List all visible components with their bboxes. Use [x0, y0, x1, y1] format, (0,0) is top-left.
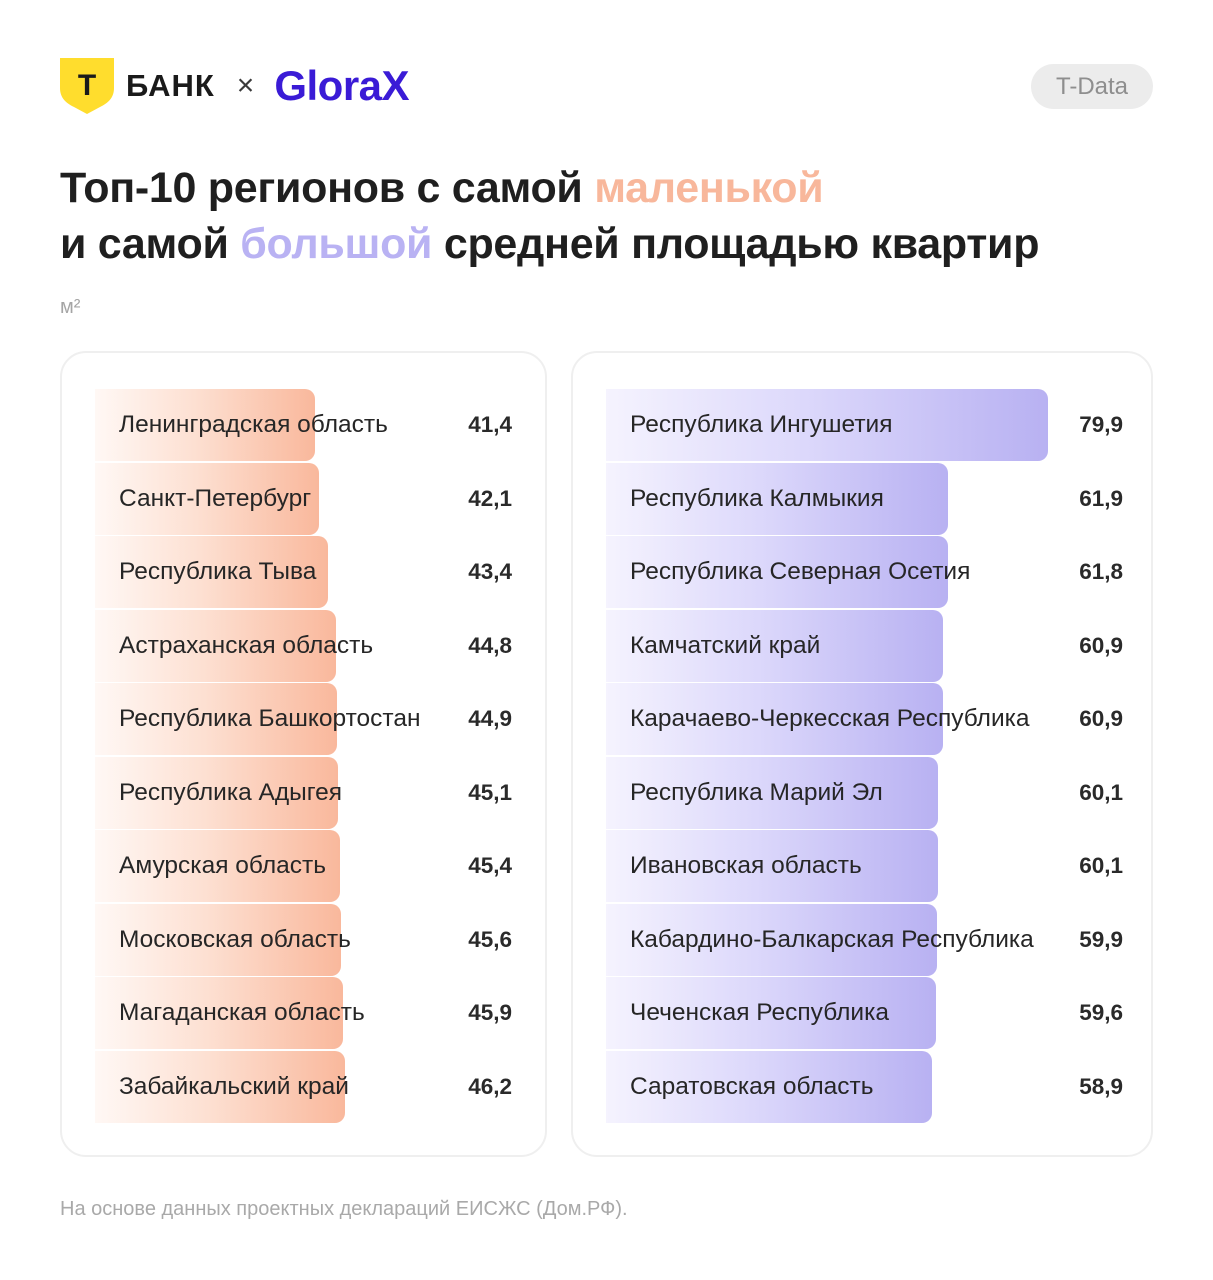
chart-value-label: 44,9	[468, 706, 512, 731]
chart-bar-small	[95, 609, 337, 682]
bank-name: БАНК	[126, 68, 215, 103]
chart-row-big: Саратовская область 58,9	[573, 1050, 1151, 1123]
chart-value-label: 59,9	[1079, 926, 1123, 952]
chart-category-label: Карачаево-Черкесская Республика	[630, 705, 1030, 732]
chart-value-label: 60,1	[1079, 853, 1123, 878]
chart-row-small: Республика Адыгея 45,1	[62, 756, 545, 829]
chart-row-small: Магаданская область 45,9	[62, 977, 545, 1049]
chart-value-label: 59,6	[1079, 1000, 1123, 1025]
chart-row-big: Чеченская Республика 59,6	[573, 977, 1151, 1049]
chart-category-label: Чеченская Республика	[630, 999, 889, 1026]
chart-value-label: 60,9	[1079, 632, 1123, 658]
chart-value-label: 44,8	[468, 632, 512, 658]
footnote: На основе данных проектных деклараций ЕИ…	[60, 1198, 628, 1220]
chart-value-label: 61,9	[1079, 485, 1123, 511]
partner-logo: GloraX	[274, 62, 410, 109]
chart-category-label: Кабардино-Балкарская Республика	[630, 925, 1034, 953]
chart-value-label: 46,2	[468, 1073, 512, 1099]
smallest-area-panel: Ленинградская область 41,4 Санкт-Петербург…	[60, 351, 547, 1157]
chart-bar-big	[606, 683, 943, 755]
chart-category-label: Астраханская область	[119, 631, 374, 659]
chart-bar-big	[606, 1050, 932, 1123]
chart-row-small: Амурская область 45,4	[62, 830, 545, 902]
chart-bar-small	[95, 903, 342, 976]
page-title: Топ-10 регионов с самой маленькой и само…	[60, 160, 1180, 272]
chart-category-label: Санкт-Петербург	[119, 484, 312, 512]
chart-bar-small	[95, 756, 339, 829]
title-highlight-big: большой	[240, 220, 433, 268]
largest-area-panel: Республика Ингушетия 79,9 Республика Калмы…	[571, 351, 1153, 1157]
chart-row-small: Астраханская область 44,8	[62, 609, 545, 682]
chart-value-label: 45,6	[468, 926, 512, 952]
chart-value-label: 45,1	[468, 779, 512, 805]
chart-bar-small	[95, 1050, 345, 1123]
chart-value-label: 60,9	[1079, 706, 1123, 731]
chart-category-label: Республика Башкортостан	[119, 705, 421, 732]
chart-row-big: Республика Калмыкия 61,9	[573, 462, 1151, 535]
chart-row-big: Камчатский край 60,9	[573, 609, 1151, 682]
chart-bar-big	[606, 462, 949, 535]
chart-bar-big	[606, 536, 948, 608]
chart-category-label: Саратовская область	[630, 1072, 874, 1100]
chart-value-label: 58,9	[1079, 1073, 1123, 1099]
chart-value-label: 45,4	[468, 853, 512, 878]
chart-category-label: Ленинградская область	[119, 411, 388, 438]
chart-row-big: Республика Северная Осетия 61,8	[573, 536, 1151, 608]
chart-value-label: 45,9	[468, 1000, 512, 1025]
bank-letter: Т	[78, 69, 96, 102]
chart-row-small: Республика Тыва 43,4	[62, 536, 545, 608]
title-highlight-small: маленькой	[594, 164, 824, 212]
chart-category-label: Республика Марий Эл	[630, 778, 883, 806]
chart-value-label: 61,8	[1079, 559, 1123, 584]
tbank-shield-logo: Т	[60, 58, 114, 114]
chart-row-big: Ивановская область 60,1	[573, 830, 1151, 902]
chart-value-label: 42,1	[468, 485, 512, 511]
title-part1: Топ-10 регионов с самой	[60, 164, 595, 212]
chart-value-label: 79,9	[1079, 412, 1123, 437]
chart-row-small: Республика Башкортостан 44,9	[62, 683, 545, 755]
chart-category-label: Республика Калмыкия	[630, 484, 884, 512]
chart-row-big: Кабардино-Балкарская Республика 59,9	[573, 903, 1151, 976]
chart-bar-big	[606, 903, 938, 976]
chart-row-small: Забайкальский край 46,2	[62, 1050, 545, 1123]
chart-category-label: Амурская область	[119, 852, 326, 879]
chart-category-label: Республика Ингушетия	[630, 411, 893, 438]
chart-category-label: Забайкальский край	[119, 1072, 349, 1100]
chart-category-label: Республика Северная Осетия	[630, 558, 971, 585]
chart-bar-small	[95, 536, 328, 608]
chart-bar-big	[606, 389, 1048, 461]
chart-value-label: 60,1	[1079, 779, 1123, 805]
chart-row-small: Московская область 45,6	[62, 903, 545, 976]
separator-icon: ×	[236, 69, 255, 102]
chart-bar-big	[606, 756, 939, 829]
chart-category-label: Магаданская область	[119, 999, 365, 1026]
chart-category-label: Республика Тыва	[119, 558, 317, 585]
chart-bar-small	[95, 977, 344, 1049]
chart-row-big: Республика Ингушетия 79,9	[573, 389, 1151, 461]
chart-bar-small	[95, 462, 320, 535]
chart-value-label: 41,4	[468, 412, 512, 437]
chart-row-small: Ленинградская область 41,4	[62, 389, 545, 461]
chart-bar-small	[95, 683, 337, 755]
chart-row-big: Республика Марий Эл 60,1	[573, 756, 1151, 829]
chart-bar-big	[606, 977, 936, 1049]
chart-row-small: Санкт-Петербург 42,1	[62, 462, 545, 535]
chart-bar-big	[606, 830, 939, 902]
chart-bar-big	[606, 609, 943, 682]
chart-bar-small	[95, 389, 315, 461]
chart-category-label: Республика Адыгея	[119, 778, 343, 806]
unit-label: м²	[60, 296, 81, 318]
title-part3: средней площадью квартир	[432, 220, 1040, 268]
chart-category-label: Камчатский край	[630, 631, 821, 659]
chart-category-label: Московская область	[119, 925, 351, 953]
tdata-badge: T-Data	[1031, 64, 1153, 109]
shield-icon: Т	[60, 58, 114, 114]
chart-bar-small	[95, 830, 340, 902]
chart-category-label: Ивановская область	[630, 852, 862, 879]
brand-header: Т БАНК × GloraX	[60, 58, 410, 114]
chart-row-big: Карачаево-Черкесская Республика 60,9	[573, 683, 1151, 755]
title-part2: и самой	[60, 220, 241, 268]
chart-value-label: 43,4	[468, 559, 512, 584]
